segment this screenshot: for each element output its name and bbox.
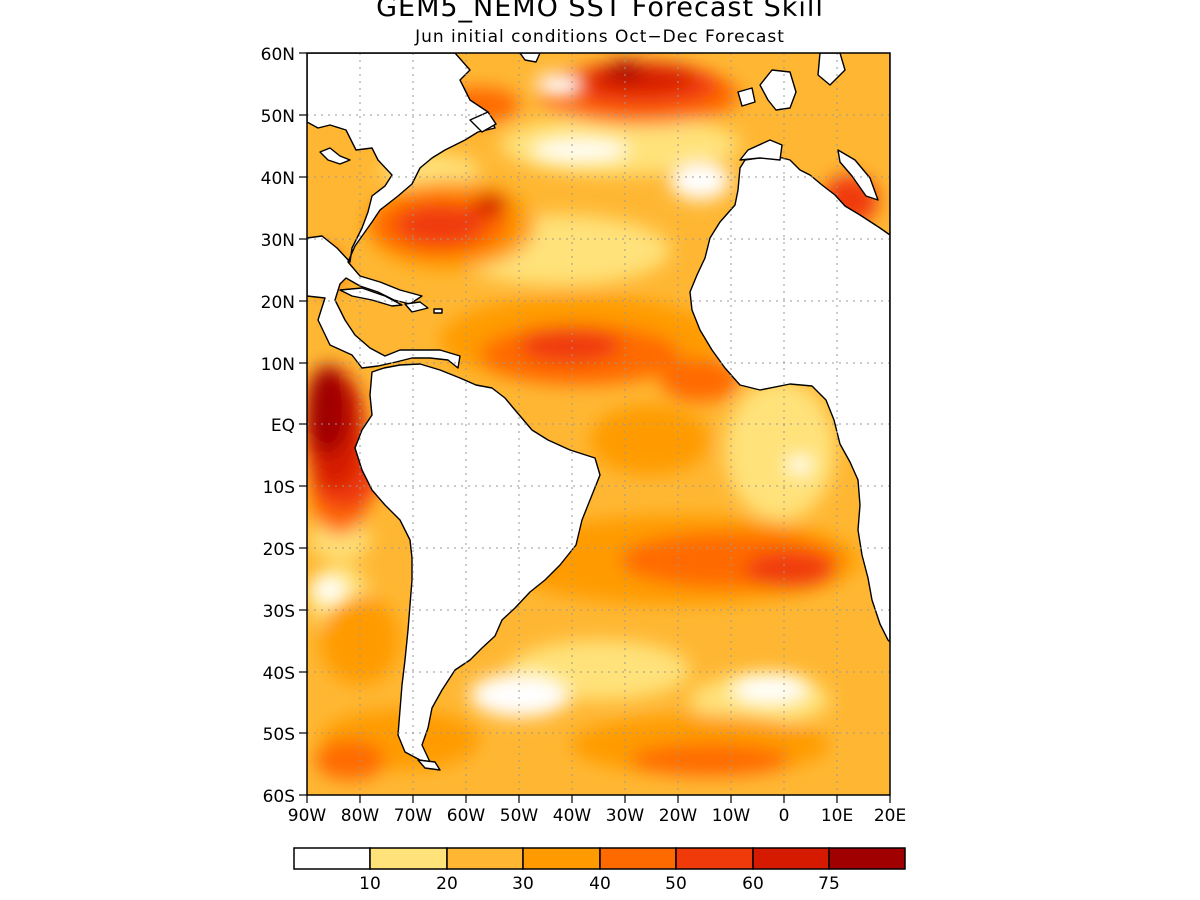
cuba [339,287,403,307]
italy [837,149,879,201]
colorbar-label: 20 [436,874,458,894]
lat-label: 50S [263,725,295,745]
lon-label: 0 [779,806,790,826]
lon-label: 20W [659,806,698,826]
colorbar-label: 10 [359,874,381,894]
hispaniola [404,301,429,313]
lat-label: 50N [261,107,295,127]
lon-label: 90W [288,806,327,826]
lat-label: 30S [263,602,295,622]
lat-labels: 60N 50N 40N 30N 20N 10N EQ 10S 20S 30S 4… [261,45,295,807]
colorbar-swatch [293,847,371,870]
greenland [519,53,541,63]
lon-label: 40W [553,806,592,826]
land [307,53,890,771]
colorbar-label: 60 [742,874,764,894]
lat-label: 60N [261,45,295,65]
skill-field [307,53,890,795]
lat-label: 20S [263,540,295,560]
tierra-del-fuego [417,759,441,771]
colorbar-label: 75 [818,874,840,894]
europe-africa [689,53,890,643]
colorbar-swatch [369,847,448,870]
colorbar [293,847,906,870]
scandinavia [817,53,846,86]
colorbar-swatch [599,847,677,870]
iberia [739,139,783,161]
lat-label: EQ [271,416,295,436]
colorbar-swatch [675,847,754,870]
colorbar-label: 50 [665,874,687,894]
lat-label: 60S [263,787,295,807]
colorbar-label: 30 [512,874,534,894]
lat-label: 30N [261,231,295,251]
lon-label: 20E [874,806,906,826]
colorbar-labels: 10 20 30 40 50 60 75 [359,874,840,894]
ireland [737,87,756,107]
south-america [354,363,601,763]
colorbar-swatch [522,847,601,870]
great-lakes [319,147,351,165]
colorbar-swatch [828,847,906,870]
lat-label: 10N [261,355,295,375]
lat-label: 20N [261,293,295,313]
colorbar-label: 40 [589,874,611,894]
lat-label: 10S [263,478,295,498]
british-isles [759,69,797,111]
lat-label: 40N [261,169,295,189]
lat-label: 40S [263,664,295,684]
north-america [307,53,496,369]
map-subtitle: Jun initial conditions Oct−Dec Forecast [415,27,785,47]
low-skill-patches [312,73,814,717]
lon-label: 50W [500,806,539,826]
lon-label: 70W [394,806,433,826]
graticule [307,53,890,795]
lon-label: 10E [821,806,853,826]
lon-label: 10W [712,806,751,826]
colorbar-swatch [752,847,830,870]
lon-label: 30W [606,806,645,826]
map-title: GEM5_NEMO SST Forecast Skill [376,0,824,23]
puerto-rico [433,308,443,314]
lon-label: 80W [341,806,380,826]
tick-marks [299,52,891,803]
colorbar-swatch [446,847,524,870]
lon-label: 60W [447,806,486,826]
lon-labels: 90W 80W 70W 60W 50W 40W 30W 20W 10W 0 10… [288,806,906,826]
